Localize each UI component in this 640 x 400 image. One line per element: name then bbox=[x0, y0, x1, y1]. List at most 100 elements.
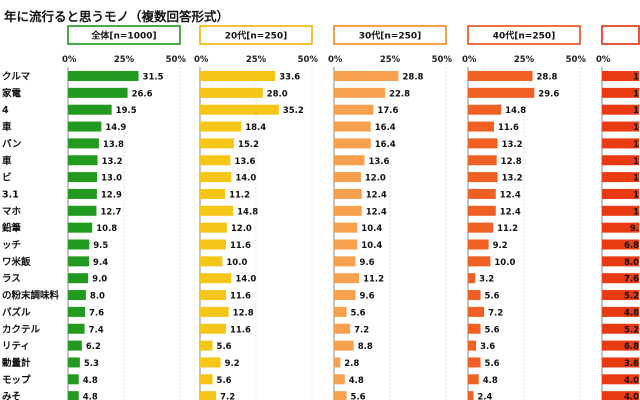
bar-value-label: 14.8 bbox=[237, 207, 258, 217]
panel-header-label: 30代[n=250] bbox=[359, 30, 422, 42]
bar bbox=[68, 104, 112, 115]
bar-value-label: 12.4 bbox=[366, 207, 387, 217]
bar bbox=[602, 340, 639, 351]
bar bbox=[602, 121, 639, 132]
category-label: リティ bbox=[2, 341, 30, 352]
bar bbox=[200, 172, 232, 183]
bar-value-label: 10.8 bbox=[96, 224, 117, 234]
bar bbox=[200, 87, 263, 98]
bar-value-label: 5.6 bbox=[485, 359, 500, 369]
bar-value-label: 31.5 bbox=[143, 73, 164, 83]
bar bbox=[334, 256, 356, 267]
bar bbox=[334, 306, 347, 317]
bar bbox=[468, 121, 494, 132]
bar bbox=[602, 273, 639, 284]
axis-tick-label: 50% bbox=[166, 55, 187, 65]
bar bbox=[334, 188, 362, 199]
bar bbox=[334, 374, 345, 385]
bar-value-label: 1 bbox=[633, 157, 639, 167]
bar bbox=[468, 391, 474, 400]
bar bbox=[200, 391, 217, 400]
bar bbox=[334, 172, 361, 183]
bar-value-label: 7.2 bbox=[354, 325, 369, 335]
bar bbox=[602, 239, 639, 250]
bar-value-label: 11.2 bbox=[229, 190, 250, 200]
bar bbox=[68, 222, 93, 233]
bar-value-label: 4.8 bbox=[349, 376, 364, 386]
bar bbox=[200, 357, 221, 368]
bar-value-label: 9.4 bbox=[93, 258, 108, 268]
axis-tick-label: 50% bbox=[432, 55, 453, 65]
bar-value-label: 1 bbox=[633, 174, 639, 184]
bar bbox=[602, 71, 639, 81]
bar-value-label: 9.0 bbox=[92, 275, 107, 285]
category-label: の粉末調味料 bbox=[2, 290, 60, 302]
bar bbox=[334, 290, 356, 301]
bar bbox=[68, 155, 98, 166]
bar-value-label: 12.8 bbox=[233, 308, 254, 318]
bar bbox=[68, 87, 128, 98]
bar-value-label: 11.6 bbox=[230, 241, 251, 251]
bar-value-label: 28.8 bbox=[403, 73, 424, 83]
bar-value-label: 1 bbox=[633, 140, 639, 150]
bar-value-label: 1 bbox=[633, 123, 639, 133]
bar-value-label: 5.6 bbox=[485, 292, 500, 302]
category-label: ワ米飯 bbox=[2, 256, 31, 268]
bar-value-label: 3.6 bbox=[480, 342, 495, 352]
bar bbox=[200, 290, 226, 301]
bar-value-label: 26.6 bbox=[132, 89, 153, 99]
bar bbox=[468, 222, 494, 233]
bar-value-label: 16.4 bbox=[375, 123, 396, 133]
panel-header-frame bbox=[199, 25, 313, 45]
axis-tick-label: 50% bbox=[298, 55, 319, 65]
bar-value-label: 11.6 bbox=[230, 325, 251, 335]
bar-value-label: 9.6 bbox=[360, 258, 375, 268]
category-label: 鉛筆 bbox=[1, 222, 22, 234]
bar-value-label: 5.3 bbox=[84, 359, 99, 369]
bar-value-label: 12.4 bbox=[366, 190, 387, 200]
bar-value-label: 12.0 bbox=[365, 174, 386, 184]
bar-value-label: 12.4 bbox=[500, 207, 521, 217]
bar-value-label: 33.6 bbox=[279, 73, 300, 83]
bar bbox=[602, 205, 639, 216]
bar-value-label: 7.2 bbox=[488, 308, 503, 318]
bar bbox=[200, 273, 232, 284]
bar bbox=[602, 374, 639, 385]
bar bbox=[468, 323, 481, 334]
axis-tick-label: 25% bbox=[114, 55, 135, 65]
bar-value-label: 1 bbox=[633, 190, 639, 200]
bar bbox=[602, 104, 639, 115]
bar-value-label: 2.4 bbox=[477, 393, 492, 400]
bar-value-label: 4.8 bbox=[483, 376, 498, 386]
bar-value-label: 10.0 bbox=[226, 258, 247, 268]
bar-value-label: 7.4 bbox=[89, 325, 104, 335]
bar-value-label: 7.6 bbox=[89, 308, 104, 318]
axis-tick-label: 0% bbox=[462, 55, 477, 65]
bar-value-label: 1 bbox=[633, 89, 639, 99]
bar bbox=[468, 205, 496, 216]
bar-value-label: 9.6 bbox=[360, 292, 375, 302]
bar-value-label: 1 bbox=[633, 207, 639, 217]
bar-value-label: 35.2 bbox=[283, 106, 304, 116]
category-label: カクテル bbox=[2, 324, 41, 335]
bar-value-label: 8.0 bbox=[90, 292, 105, 302]
category-label: 動量計 bbox=[2, 357, 31, 369]
bar bbox=[334, 357, 341, 368]
bar bbox=[334, 205, 362, 216]
bar-value-label: 13.6 bbox=[368, 157, 389, 167]
bar bbox=[602, 391, 639, 400]
bar bbox=[200, 71, 276, 81]
bar-value-label: 28.8 bbox=[537, 73, 558, 83]
bar-value-label: 11.2 bbox=[363, 275, 384, 285]
axis-tick-label: 0% bbox=[62, 55, 77, 65]
bar bbox=[602, 222, 639, 233]
bar-value-label: 14.0 bbox=[235, 174, 256, 184]
bar bbox=[200, 323, 226, 334]
bar-value-label: 12.9 bbox=[101, 190, 122, 200]
bar bbox=[468, 188, 496, 199]
bar bbox=[602, 155, 639, 166]
bar-value-label: 28.0 bbox=[267, 89, 288, 99]
bar bbox=[602, 290, 639, 301]
bar-value-label: 22.8 bbox=[389, 89, 410, 99]
bar-value-label: 5.2 bbox=[624, 292, 639, 302]
